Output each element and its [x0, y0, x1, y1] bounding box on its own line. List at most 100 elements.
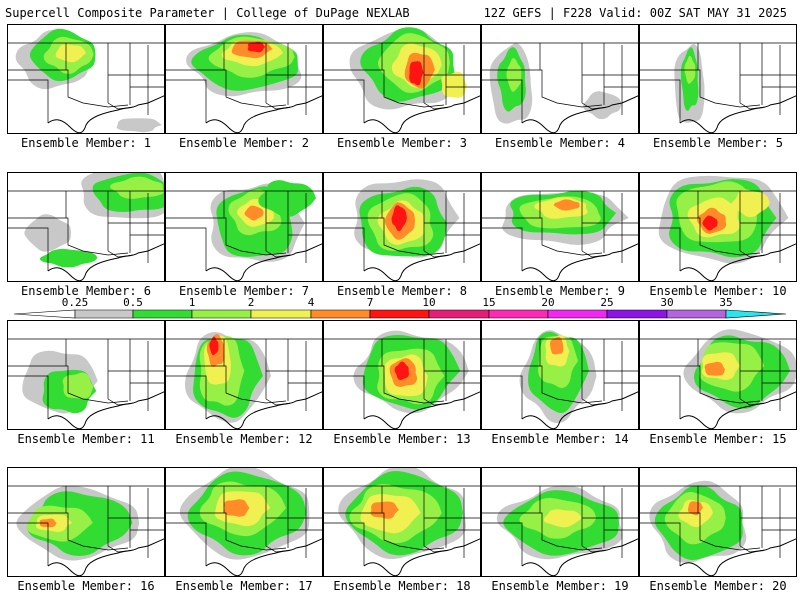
scp-field-map: [640, 42, 796, 133]
gulf-coastline: [47, 95, 164, 133]
colorbar-tick-label: 4: [307, 296, 315, 309]
state-border: [324, 217, 445, 256]
state-border: [8, 217, 129, 256]
scp-contour-fill: [394, 361, 409, 381]
scp-contour-fill: [62, 372, 94, 399]
scp-field-map: [482, 190, 638, 281]
colorbar-segment: [428, 309, 490, 319]
ensemble-member-map-11: [7, 320, 165, 430]
scp-contour-fill: [543, 509, 582, 528]
ensemble-member-label: Ensemble Member: 14: [491, 432, 629, 446]
scp-field-map: [166, 180, 322, 281]
ensemble-member-map-5: [639, 24, 797, 134]
scp-contour-fill: [506, 58, 522, 92]
colorbar-segment: [132, 309, 193, 319]
scp-field-map: [166, 331, 322, 429]
scp-contour-fill: [209, 336, 219, 356]
ensemble-member-label: Ensemble Member: 4: [494, 136, 626, 150]
ensemble-member-map-18: [323, 467, 481, 577]
colorbar-tick-label: 15: [482, 296, 496, 309]
state-border: [482, 375, 523, 419]
state-border: [324, 79, 365, 123]
ensemble-member-label: Ensemble Member: 18: [333, 579, 471, 593]
scp-contour-fill: [583, 91, 622, 120]
ensemble-member-map-17: [165, 467, 323, 577]
state-border: [324, 365, 445, 404]
scp-field-map: [166, 468, 322, 576]
scp-field-map: [640, 329, 796, 429]
colorbar-tick-label: 25: [600, 296, 614, 309]
map-title: Supercell Composite Parameter | College …: [5, 6, 410, 20]
ensemble-member-map-7: [165, 172, 323, 282]
state-border: [482, 79, 523, 123]
state-border: [640, 365, 761, 404]
gulf-coastline: [679, 243, 796, 281]
colorbar-segment: [666, 309, 727, 319]
state-border: [166, 522, 207, 566]
scp-contour-fill: [370, 501, 399, 519]
scp-contour-fill: [553, 199, 580, 211]
scp-field-map: [482, 42, 638, 133]
ensemble-member-map-13: [323, 320, 481, 430]
colorbar-tick-label: 10: [422, 296, 436, 309]
gulf-coastline: [47, 538, 164, 576]
scp-contour-fill: [55, 44, 86, 63]
colorbar-segment: [74, 309, 134, 319]
scp-contour-fill: [244, 205, 264, 221]
ensemble-member-map-20: [639, 467, 797, 577]
state-border: [166, 79, 207, 123]
colorbar-tick-label: 35: [719, 296, 733, 309]
ensemble-member-map-16: [7, 467, 165, 577]
colorbar-tick-label: 2: [247, 296, 255, 309]
colorbar-tick-label: 30: [660, 296, 674, 309]
colorbar-tick-label: 0.25: [61, 296, 89, 309]
scp-field-map: [166, 32, 322, 133]
scp-contour-fill: [441, 71, 467, 98]
state-border: [640, 217, 761, 256]
gulf-coastline: [205, 538, 322, 576]
ensemble-member-label: Ensemble Member: 13: [333, 432, 471, 446]
colorbar-legend: 0.25 0.5 1 2 4 7 10 15 20 25 30 35: [0, 296, 800, 320]
gulf-coastline: [47, 243, 164, 281]
ensemble-member-map-4: [481, 24, 639, 134]
ensemble-member-map-15: [639, 320, 797, 430]
colorbar-segment: [606, 309, 668, 319]
scp-field-map: [8, 338, 164, 429]
gulf-coastline: [679, 95, 796, 133]
state-border: [640, 375, 681, 419]
scp-contour-fill: [549, 336, 564, 355]
ensemble-member-label: Ensemble Member: 9: [494, 284, 626, 298]
scp-contour-fill: [258, 180, 316, 217]
ensemble-member-label: Ensemble Member: 20: [649, 579, 787, 593]
colorbar-segment: [547, 309, 608, 319]
colorbar-above-max: [725, 309, 787, 319]
ensemble-member-label: Ensemble Member: 16: [17, 579, 155, 593]
state-border: [640, 227, 681, 271]
state-border: [482, 522, 523, 566]
ensemble-member-map-2: [165, 24, 323, 134]
scp-field-map: [324, 27, 480, 133]
gulf-coastline: [363, 243, 480, 281]
state-border: [166, 69, 287, 108]
ensemble-member-label: Ensemble Member: 17: [175, 579, 313, 593]
scp-field-map: [640, 175, 796, 281]
ensemble-member-map-8: [323, 172, 481, 282]
state-border: [324, 522, 365, 566]
ensemble-member-map-10: [639, 172, 797, 282]
state-border: [8, 227, 49, 271]
model-run-info: 12Z GEFS | F228 Valid: 00Z SAT MAY 31 20…: [483, 6, 787, 20]
ensemble-member-label: Ensemble Member: 15: [649, 432, 787, 446]
colorbar-segment: [310, 309, 371, 319]
scp-field-map: [324, 179, 480, 281]
scp-contour-fill: [409, 61, 424, 86]
ensemble-member-map-19: [481, 467, 639, 577]
gulf-coastline: [521, 538, 638, 576]
header: Supercell Composite Parameter | College …: [0, 0, 800, 24]
colorbar-below-min: [13, 309, 76, 319]
ensemble-member-label: Ensemble Member: 8: [336, 284, 468, 298]
state-border: [166, 375, 207, 419]
scp-contour-fill: [39, 248, 98, 268]
scp-field-map: [482, 485, 638, 576]
state-border: [482, 365, 603, 404]
ensemble-member-map-3: [323, 24, 481, 134]
